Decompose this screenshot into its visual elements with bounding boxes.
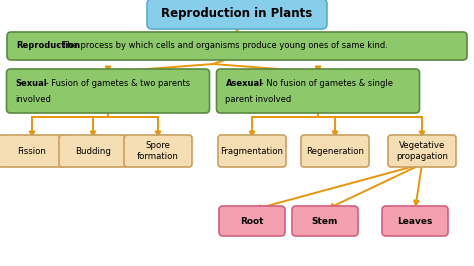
FancyBboxPatch shape (217, 69, 419, 113)
FancyBboxPatch shape (388, 135, 456, 167)
Text: - No fusion of gametes & single: - No fusion of gametes & single (258, 78, 393, 88)
FancyBboxPatch shape (382, 206, 448, 236)
Text: Stem: Stem (312, 217, 338, 226)
FancyBboxPatch shape (218, 135, 286, 167)
Text: parent involved: parent involved (226, 94, 292, 103)
Text: Reproduction: Reproduction (16, 41, 80, 51)
Text: Asexual: Asexual (226, 78, 263, 88)
Text: Budding: Budding (75, 147, 111, 156)
Text: involved: involved (16, 94, 51, 103)
FancyBboxPatch shape (59, 135, 127, 167)
Text: Vegetative
propagation: Vegetative propagation (396, 141, 448, 161)
Text: - Fusion of gametes & two parents: - Fusion of gametes & two parents (44, 78, 191, 88)
Text: Fission: Fission (18, 147, 46, 156)
Text: Leaves: Leaves (397, 217, 433, 226)
FancyBboxPatch shape (0, 135, 66, 167)
Text: Reproduction in Plants: Reproduction in Plants (161, 7, 313, 20)
FancyBboxPatch shape (301, 135, 369, 167)
FancyBboxPatch shape (124, 135, 192, 167)
FancyBboxPatch shape (219, 206, 285, 236)
Text: Sexual: Sexual (16, 78, 47, 88)
Text: Root: Root (240, 217, 264, 226)
Text: Regeneration: Regeneration (306, 147, 364, 156)
FancyBboxPatch shape (7, 32, 467, 60)
Text: - The process by which cells and organisms produce young ones of same kind.: - The process by which cells and organis… (54, 41, 388, 51)
FancyBboxPatch shape (147, 0, 327, 29)
FancyBboxPatch shape (7, 69, 210, 113)
Text: Fragmentation: Fragmentation (220, 147, 283, 156)
FancyBboxPatch shape (292, 206, 358, 236)
Text: Spore
formation: Spore formation (137, 141, 179, 161)
